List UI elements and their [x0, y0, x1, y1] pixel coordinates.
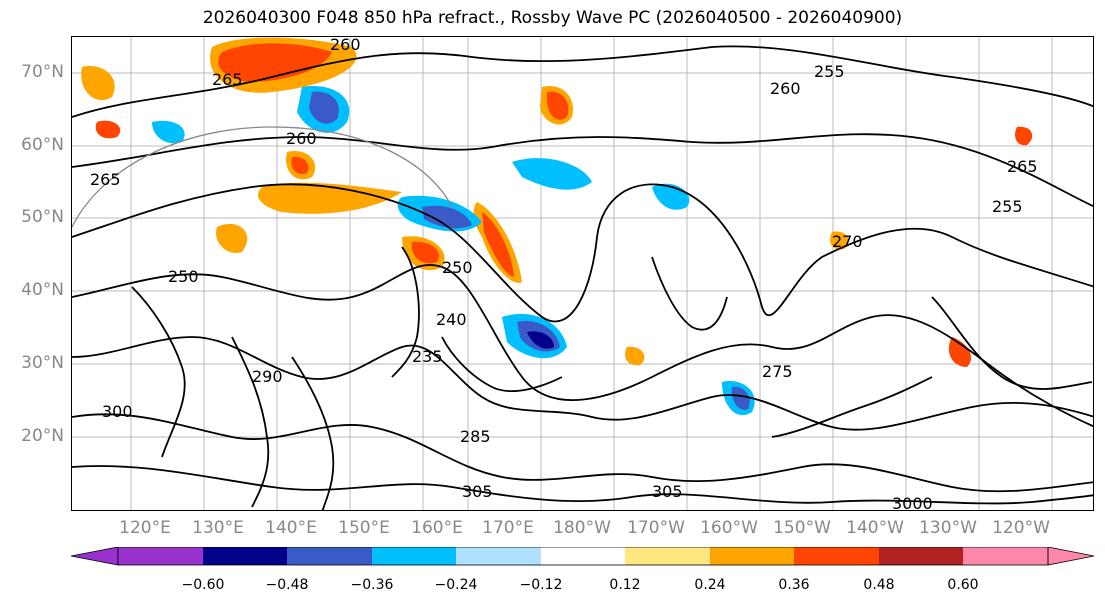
- colorbar-tick-label: −0.60: [181, 577, 225, 593]
- colorbar-segment: [963, 547, 1048, 565]
- contour-label: 3000: [892, 494, 933, 511]
- colorbar: [70, 547, 1095, 566]
- colorbar-segment: [287, 547, 372, 565]
- lon-label-170w: 170°W: [627, 518, 685, 538]
- map-title: 2026040300 F048 850 hPa refract., Rossby…: [202, 8, 903, 28]
- lon-label-130e: 130°E: [192, 518, 244, 538]
- colorbar-tick-label: 0.12: [609, 577, 641, 593]
- contour-label-group: 260 265 255 260 260 265 250 250 240 235 …: [90, 37, 1038, 511]
- positive-anomaly-shading: [81, 37, 1033, 367]
- lon-label-140w: 140°W: [846, 518, 904, 538]
- colorbar-segment: [372, 547, 456, 565]
- map-panel: 260 265 255 260 260 265 250 250 240 235 …: [71, 36, 1094, 511]
- contour-label: 250: [442, 258, 473, 277]
- colorbar-segment: [203, 547, 287, 565]
- lat-label-40n: 40°N: [21, 280, 64, 300]
- lon-label-140e: 140°E: [265, 518, 317, 538]
- contour-label: 300: [102, 402, 133, 421]
- contour-label: 265: [1007, 157, 1038, 176]
- lon-label-120e: 120°E: [119, 518, 171, 538]
- contour-label: 285: [460, 427, 491, 446]
- colorbar-segment: [879, 547, 963, 565]
- lon-label-150e: 150°E: [338, 518, 390, 538]
- contour-label: 290: [252, 367, 283, 386]
- contour-label: 260: [286, 129, 317, 148]
- contour-label: 240: [436, 310, 467, 329]
- lon-label-170e: 170°E: [482, 518, 534, 538]
- colorbar-tick-label: −0.36: [350, 577, 394, 593]
- colorbar-segment: [456, 547, 541, 565]
- contour-label: 255: [992, 197, 1023, 216]
- contour-label: 305: [462, 482, 493, 501]
- lon-label-150w: 150°W: [773, 518, 831, 538]
- colorbar-tick-label: 0.60: [947, 577, 979, 593]
- contour-label: 255: [814, 62, 845, 81]
- contour-label: 235: [412, 347, 443, 366]
- contour-label: 265: [90, 170, 121, 189]
- map-canvas: 260 265 255 260 260 265 250 250 240 235 …: [72, 37, 1093, 511]
- colorbar-tick-label: 0.24: [694, 577, 726, 593]
- contour-label: 250: [168, 267, 199, 286]
- lon-label-160e: 160°E: [411, 518, 463, 538]
- lon-label-180w: 180°W: [553, 518, 611, 538]
- colorbar-tick-label: −0.24: [434, 577, 478, 593]
- negative-anomaly-shading: [152, 86, 755, 416]
- colorbar-segment: [118, 547, 203, 565]
- lon-label-160w: 160°W: [700, 518, 758, 538]
- contour-label: 260: [330, 37, 361, 54]
- colorbar-segment: [541, 547, 625, 565]
- contour-label: 260: [770, 79, 801, 98]
- contour-label: 270: [832, 232, 863, 251]
- colorbar-tick-label: −0.12: [519, 577, 563, 593]
- map-gridlines: [72, 37, 1093, 510]
- contour-label: 275: [762, 362, 793, 381]
- lat-label-20n: 20°N: [21, 426, 64, 446]
- contour-label: 305: [652, 482, 683, 501]
- colorbar-segment: [794, 547, 879, 565]
- contour-label: 265: [212, 70, 243, 89]
- colorbar-tick-label: −0.48: [265, 577, 309, 593]
- lat-label-60n: 60°N: [21, 135, 64, 155]
- lat-label-50n: 50°N: [21, 207, 64, 227]
- colorbar-extend-high: [1047, 547, 1095, 566]
- lon-label-130w: 130°W: [919, 518, 977, 538]
- colorbar-tick-label: 0.36: [778, 577, 810, 593]
- colorbar-tick-label: 0.48: [863, 577, 895, 593]
- colorbar-segment: [710, 547, 794, 565]
- colorbar-extend-low: [70, 547, 119, 566]
- contour-lines: [72, 45, 1093, 510]
- lat-label-30n: 30°N: [21, 353, 64, 373]
- lat-label-70n: 70°N: [21, 62, 64, 82]
- lon-label-120w: 120°W: [992, 518, 1050, 538]
- reference-circle: [72, 126, 453, 228]
- colorbar-segment: [625, 547, 710, 565]
